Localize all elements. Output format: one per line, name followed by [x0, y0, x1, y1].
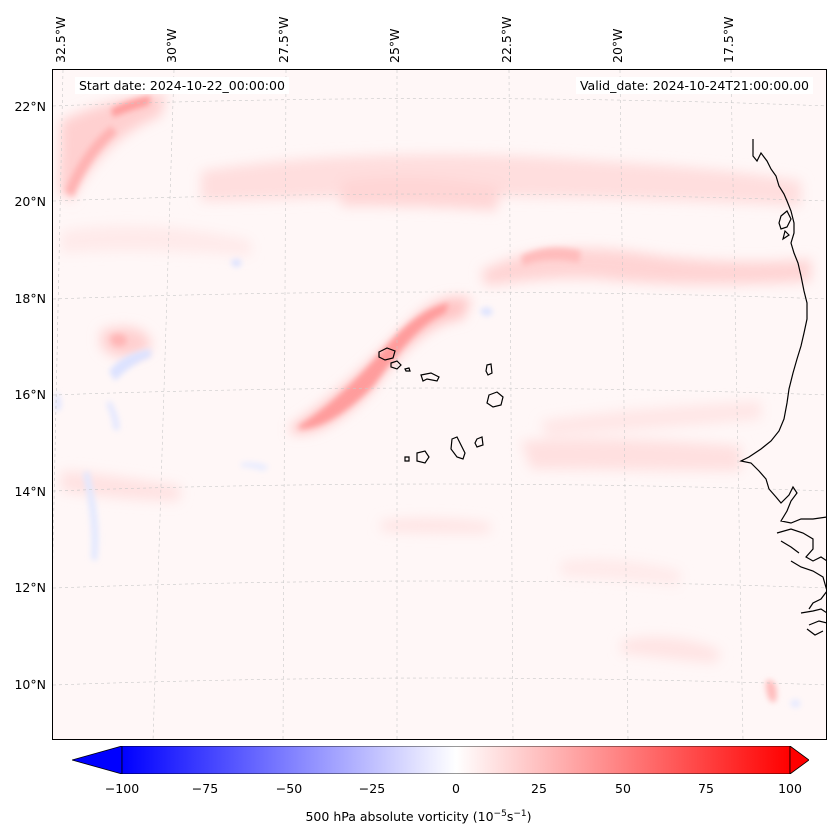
- cb-tick-neg50: −50: [275, 781, 303, 796]
- cb-tick-0: 0: [452, 781, 460, 796]
- lat-label-20n: 20°N: [14, 194, 46, 209]
- lon-label-20w: 20°W: [610, 28, 625, 63]
- colorbar-extend-min: [72, 746, 123, 774]
- island-fogo: [416, 450, 430, 464]
- colorbar-gradient: [121, 746, 791, 774]
- colorbar-label: 500 hPa absolute vorticity (10−5s−1): [305, 809, 532, 825]
- colorbar: [72, 746, 809, 774]
- lon-label-27-5w: 27.5°W: [276, 16, 291, 63]
- coastline-africa: [739, 139, 826, 636]
- cb-tick-neg25: −25: [358, 781, 386, 796]
- vorticity-field: [53, 70, 826, 739]
- lat-label-22n: 22°N: [14, 99, 46, 114]
- island-brava: [404, 456, 410, 462]
- island-sao-vicente: [390, 360, 402, 370]
- lat-label-14n: 14°N: [14, 484, 46, 499]
- lon-label-22-5w: 22.5°W: [499, 16, 514, 63]
- island-maio: [474, 436, 484, 448]
- island-santiago: [450, 436, 466, 460]
- island-santo-antao: [378, 347, 396, 361]
- start-date-label: Start date: 2024-10-22_00:00:00: [75, 77, 289, 94]
- cape-verde-islands: [378, 347, 504, 464]
- vorticity-fill-positive: [59, 93, 811, 663]
- vorticity-fill-positive-core: [65, 96, 777, 703]
- lat-label-18n: 18°N: [14, 291, 46, 306]
- cb-tick-25: 25: [531, 781, 547, 796]
- valid-date-label: Valid_date: 2024-10-24T21:00:00.00: [575, 77, 813, 94]
- cb-tick-75: 75: [698, 781, 714, 796]
- lon-label-32-5w: 32.5°W: [53, 16, 68, 63]
- lon-label-25w: 25°W: [387, 28, 402, 63]
- lon-label-17-5w: 17.5°W: [721, 16, 736, 63]
- lat-label-10n: 10°N: [14, 677, 46, 692]
- island-santa-luzia: [404, 367, 411, 372]
- lon-label-30w: 30°W: [164, 28, 179, 63]
- colorbar-extend-max: [789, 746, 809, 774]
- cb-tick-50: 50: [615, 781, 631, 796]
- cb-tick-neg100: −100: [104, 781, 140, 796]
- island-boa-vista: [486, 391, 504, 408]
- island-sao-nicolau: [420, 372, 440, 382]
- lat-label-16n: 16°N: [14, 387, 46, 402]
- graticule: [53, 70, 826, 739]
- island-sal: [485, 363, 493, 376]
- lat-label-12n: 12°N: [14, 580, 46, 595]
- cb-tick-neg75: −75: [191, 781, 219, 796]
- cb-tick-100: 100: [778, 781, 802, 796]
- map-panel[interactable]: [52, 69, 827, 740]
